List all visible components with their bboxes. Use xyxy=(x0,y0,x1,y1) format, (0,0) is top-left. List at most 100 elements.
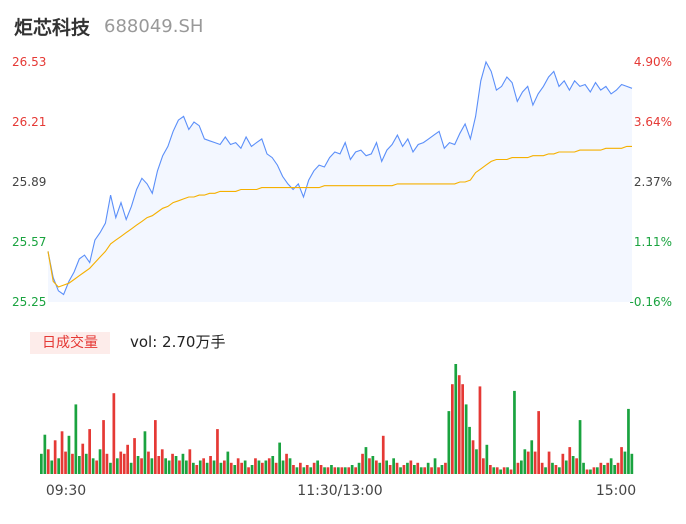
volume-bar xyxy=(43,434,47,474)
volume-bar xyxy=(240,462,243,474)
y-tick-label-right: 3.64% xyxy=(634,115,672,129)
volume-bar xyxy=(167,460,171,474)
volume-bar xyxy=(578,420,582,474)
volume-bar xyxy=(471,440,475,474)
volume-bar xyxy=(309,467,313,474)
volume-bar xyxy=(233,465,237,474)
volume-bar xyxy=(192,462,195,474)
volume-bar xyxy=(116,458,119,474)
volume-bar xyxy=(602,465,606,474)
volume-bar xyxy=(585,469,589,474)
volume-bar xyxy=(216,429,219,474)
volume-bar xyxy=(84,453,88,474)
volume-bar xyxy=(495,467,499,474)
volume-bar xyxy=(395,462,399,474)
volume-bar xyxy=(623,451,627,474)
volume-bar xyxy=(143,431,147,474)
volume-bar xyxy=(547,451,551,474)
volume-bar xyxy=(478,386,482,474)
volume-bar xyxy=(236,458,240,474)
volume-bar xyxy=(409,460,413,474)
volume-bar xyxy=(292,465,295,474)
volume-bar xyxy=(506,467,509,474)
volume-bar xyxy=(582,462,585,474)
volume-bar xyxy=(102,420,105,474)
volume-bar xyxy=(129,462,133,474)
volume-bar xyxy=(105,453,109,474)
volume-bar xyxy=(271,456,275,474)
volume-bar xyxy=(312,462,316,474)
volume-tab[interactable]: 日成交量 xyxy=(30,332,110,354)
volume-bar xyxy=(140,458,143,474)
volume-bar xyxy=(250,465,254,474)
volume-bar xyxy=(181,453,185,474)
volume-bar xyxy=(526,451,530,474)
volume-bar xyxy=(609,458,613,474)
volume-bar xyxy=(57,458,60,474)
volume-bar xyxy=(264,460,268,474)
volume-bar xyxy=(198,460,202,474)
volume-bar xyxy=(561,453,565,474)
volume-bar xyxy=(599,462,603,474)
volume-bar xyxy=(371,456,375,474)
volume-bar xyxy=(209,456,212,474)
volume-bar xyxy=(126,444,129,474)
volume-bar xyxy=(150,458,154,474)
volume-bar xyxy=(316,460,319,474)
volume-bar xyxy=(267,458,271,474)
volume-bar xyxy=(385,460,388,474)
volume-bar xyxy=(164,458,167,474)
stock-name: 炬芯科技 xyxy=(14,16,91,39)
volume-bar xyxy=(257,460,261,474)
volume-bar xyxy=(337,467,340,474)
volume-bar xyxy=(243,460,247,474)
volume-readout: vol: 2.70万手 xyxy=(130,332,225,352)
volume-bar xyxy=(74,404,78,474)
volume-bar xyxy=(589,469,592,474)
volume-bar xyxy=(454,364,458,474)
x-tick-label: 11:30/13:00 xyxy=(297,483,382,499)
volume-bar xyxy=(530,440,534,474)
volume-bar xyxy=(340,467,344,474)
volume-bar xyxy=(71,453,74,474)
volume-bar xyxy=(326,467,330,474)
volume-bar xyxy=(544,467,547,474)
volume-bar xyxy=(195,465,199,474)
volume-bar xyxy=(616,462,620,474)
volume-bar xyxy=(295,467,299,474)
volume-bar xyxy=(188,449,192,474)
volume-prefix: vol: xyxy=(130,333,163,351)
volume-bar xyxy=(81,443,85,474)
volume-bar xyxy=(319,465,323,474)
volume-bar xyxy=(285,453,288,474)
volume-bar xyxy=(516,462,520,474)
volume-bar xyxy=(261,462,264,474)
volume-bar xyxy=(171,453,174,474)
volume-bar xyxy=(46,449,50,474)
volume-bar xyxy=(399,467,402,474)
volume-bar xyxy=(347,467,351,474)
y-tick-label-right: 4.90% xyxy=(634,55,672,69)
volume-bar xyxy=(50,460,54,474)
volume-bar xyxy=(499,469,502,474)
volume-bar xyxy=(440,465,444,474)
volume-bar xyxy=(157,456,161,474)
volume-bar xyxy=(406,462,409,474)
volume-bar xyxy=(133,438,136,474)
y-tick-label-left: 25.25 xyxy=(12,295,46,309)
volume-bar xyxy=(485,444,489,474)
volume-bar xyxy=(122,453,126,474)
x-tick-label: 15:00 xyxy=(596,483,636,499)
volume-bar xyxy=(174,456,178,474)
volume-bar xyxy=(554,465,558,474)
volume-bar xyxy=(419,467,423,474)
volume-bar xyxy=(430,467,433,474)
volume-bar xyxy=(178,460,181,474)
volume-bar xyxy=(91,458,95,474)
volume-bar xyxy=(305,465,309,474)
y-tick-label-left: 25.57 xyxy=(12,235,46,249)
volume-bar xyxy=(109,462,112,474)
volume-bar xyxy=(457,375,461,474)
volume-bar xyxy=(78,456,81,474)
